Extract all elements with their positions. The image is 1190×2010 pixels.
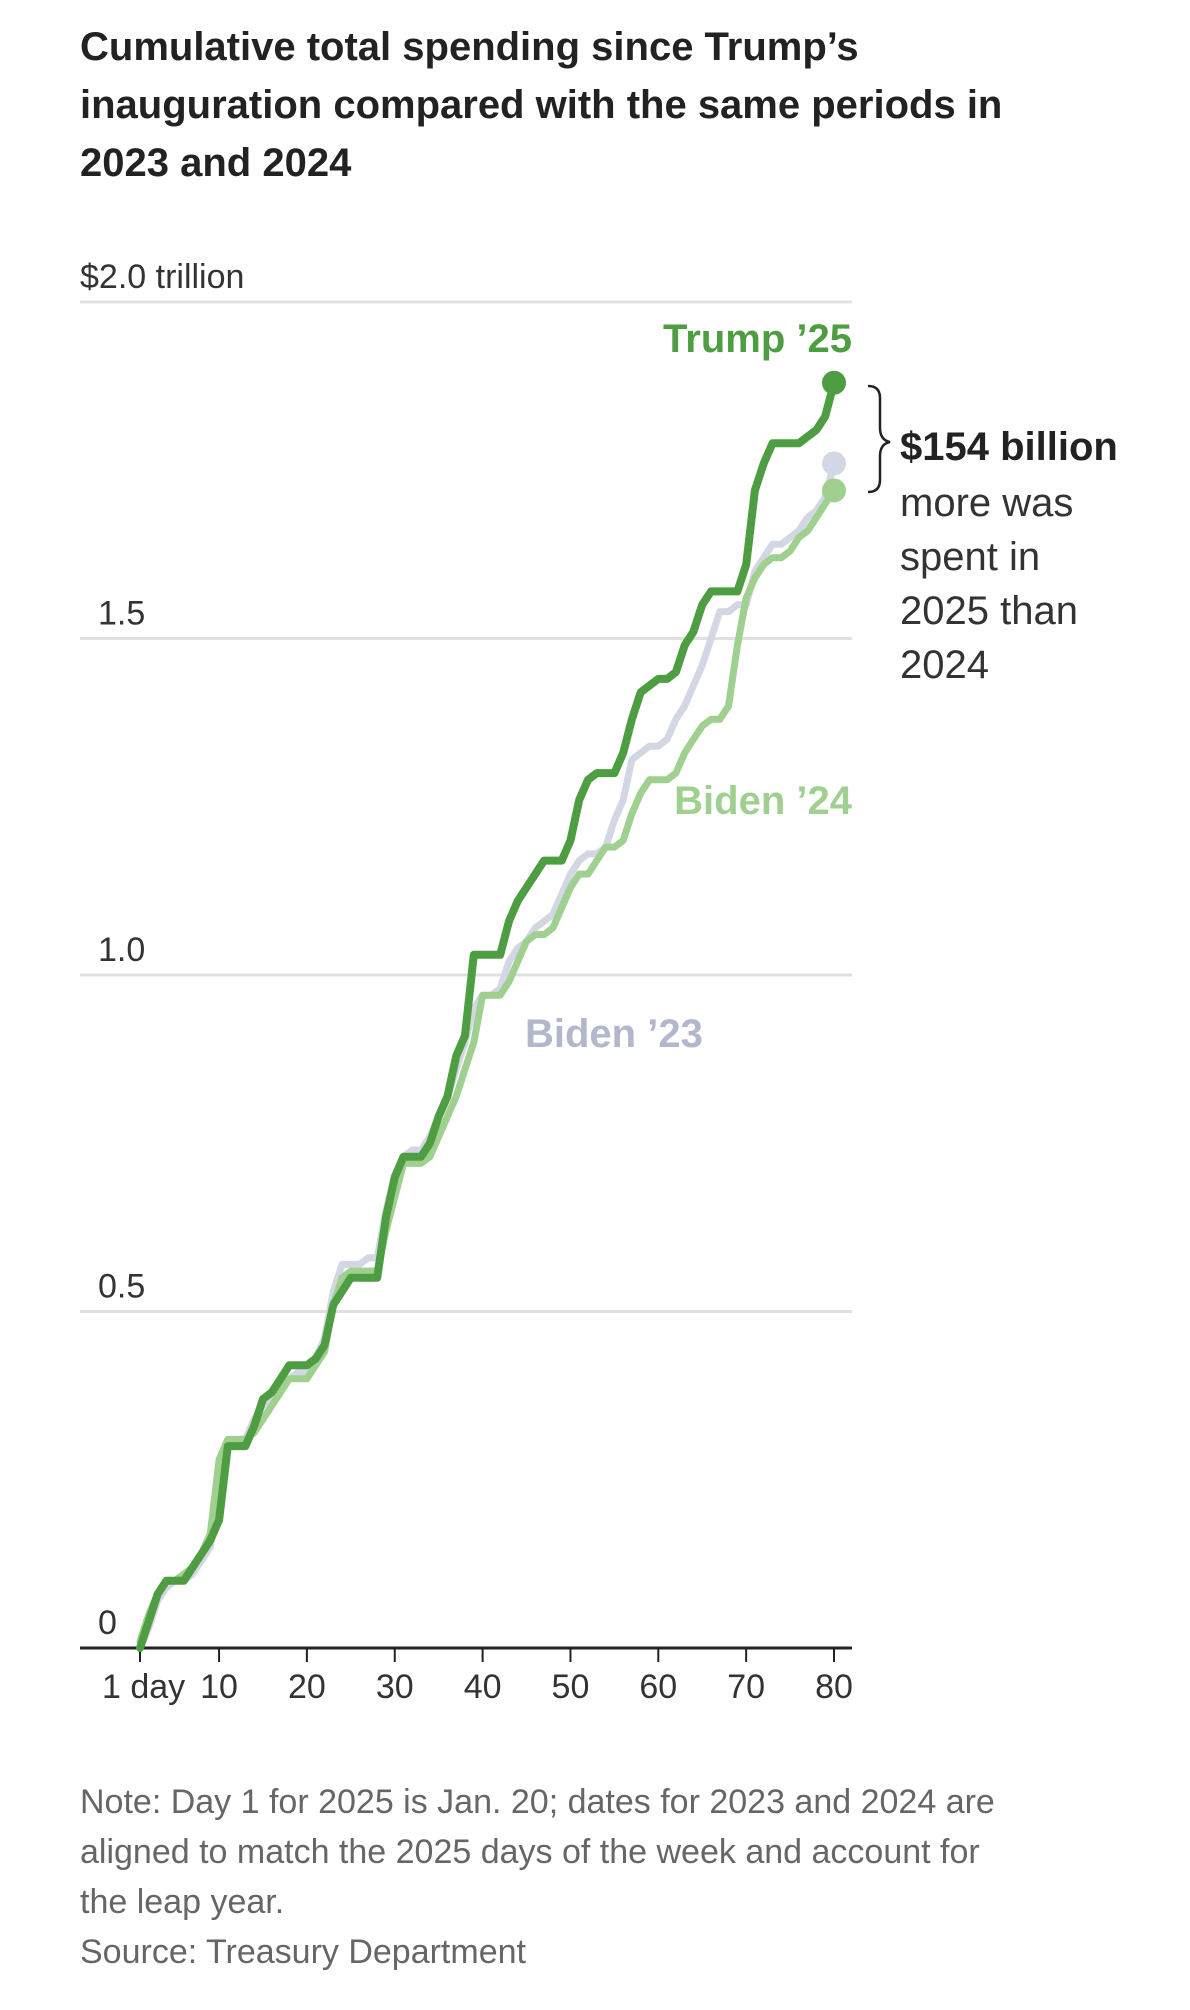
annotation-line-4: 2024 [900,643,989,687]
series-line-trump [136,378,838,1652]
series-label-biden23: Biden ’23 [525,1012,703,1056]
x-tick-label-8: 80 [815,1668,853,1706]
chart-title: Cumulative total spending since Trump’s … [80,25,1002,185]
series-label-biden24: Biden ’24 [674,779,853,823]
annotation-line-1: more was [900,481,1073,525]
x-tick-label-3: 30 [376,1668,414,1706]
annotation-value: $154 billion [900,425,1118,469]
note-line-2: aligned to match the 2025 days of the we… [80,1833,980,1871]
y-tick-label-3: 1.5 [98,595,145,633]
y-tick-label-2: 1.0 [98,931,145,969]
chart-title-line-3: 2023 and 2024 [80,141,352,185]
x-tick-label-0: 1 day [102,1668,185,1706]
x-tick-label-7: 70 [727,1668,765,1706]
series-label-trump: Trump ’25 [663,317,852,361]
source-line: Source: Treasury Department [80,1933,527,1971]
series-end-marker-trump [822,370,846,395]
annotation-line-2: spent in [900,535,1040,579]
x-tick-label-2: 20 [288,1668,326,1706]
series-line-biden24 [136,486,838,1645]
annotation-line-3: 2025 than [900,589,1078,633]
x-axis: 1 day 10 20 30 40 50 60 70 80 [80,1646,853,1706]
chart-title-line-1: Cumulative total spending since Trump’s [80,25,859,69]
x-tick-label-4: 40 [464,1668,502,1706]
series-end-markers [822,370,846,503]
x-tick-label-5: 50 [552,1668,590,1706]
chart-title-line-2: inauguration compared with the same peri… [80,83,1002,127]
x-tick-label-1: 10 [200,1668,238,1706]
series-end-marker-biden23 [822,451,846,476]
y-tick-label-4: $2.0 trillion [80,258,244,296]
y-tick-label-1: 0.5 [98,1268,145,1306]
y-axis-labels: 0 0.5 1.0 1.5 $2.0 trillion [80,258,244,1642]
note-line-3: the leap year. [80,1883,284,1921]
note-line-1: Note: Day 1 for 2025 is Jan. 20; dates f… [80,1783,995,1821]
gridlines [80,300,852,1313]
series-end-marker-biden24 [822,478,846,503]
difference-brace [867,384,891,494]
series-line-biden23 [136,460,838,1652]
y-tick-label-0: 0 [98,1604,117,1642]
series-lines [136,378,838,1652]
x-tick-label-6: 60 [639,1668,677,1706]
